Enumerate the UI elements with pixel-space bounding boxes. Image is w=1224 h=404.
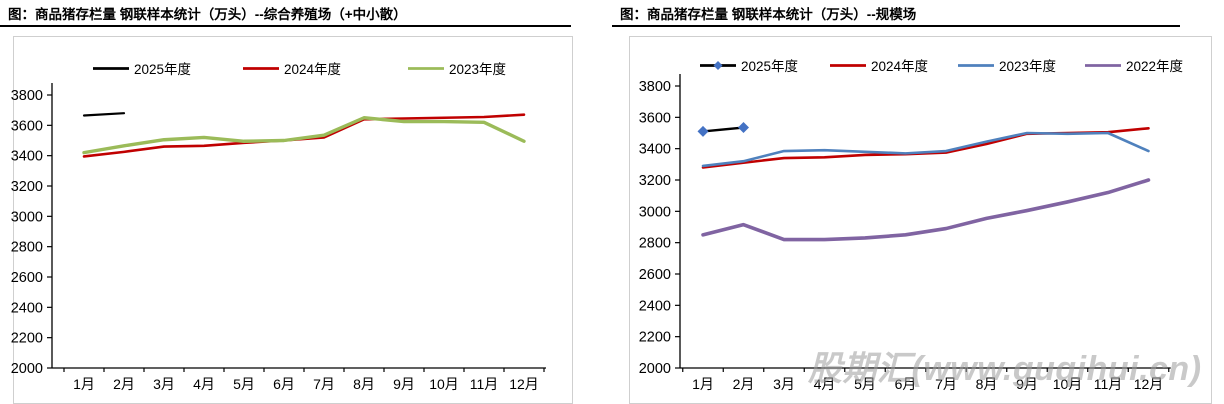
legend-item-2023年度: 2023年度 (958, 55, 1056, 75)
diamond-marker (697, 125, 709, 137)
legend-label: 2025年度 (134, 62, 192, 77)
legend-item-2024年度: 2024年度 (243, 58, 341, 78)
y-tick-label: 3400 (11, 149, 43, 165)
x-tick-label: 2月 (113, 376, 135, 392)
series-line-2025年度 (701, 126, 745, 133)
legend-label: 2022年度 (1126, 59, 1184, 74)
y-tick-label: 3400 (639, 142, 671, 158)
legend: 2025年度 2024年度 2023年度 2022年度 (612, 55, 1224, 75)
x-tick-label: 4月 (814, 376, 836, 392)
y-tick-label: 2200 (639, 330, 671, 346)
y-tick-label: 3200 (639, 173, 671, 189)
legend: 2025年度 2024年度 2023年度 (0, 58, 585, 78)
x-tick-label: 5月 (854, 376, 876, 392)
legend-item-2024年度: 2024年度 (830, 55, 928, 75)
y-tick-label: 3000 (639, 204, 671, 220)
chart-title: 图：商品猪存栏量 钢联样本统计（万头）--综合养殖场（+中小散） (8, 7, 407, 22)
diamond-marker (738, 122, 749, 134)
legend-item-2022年度: 2022年度 (1085, 55, 1183, 75)
y-tick-label: 2800 (639, 236, 671, 252)
legend-swatch-icon (1085, 63, 1121, 67)
legend-label: 2024年度 (871, 59, 929, 74)
x-tick-label: 11月 (470, 376, 499, 392)
legend-label: 2024年度 (284, 62, 342, 77)
chart-panel-scale-farms: 图：商品猪存栏量 钢联样本统计（万头）--规模场 2025年度 2024年度 202… (612, 0, 1224, 404)
series-line-2023年度 (701, 131, 1150, 168)
x-tick-label: 9月 (393, 376, 415, 392)
y-tick-label: 3200 (11, 179, 43, 195)
line-plot-scale-farms: 3800 3600 3400 3200 3000 2800 2600 2400 2200 2000… (639, 74, 1171, 392)
y-tick-label: 2600 (639, 267, 671, 283)
x-tick-label: 3月 (153, 376, 175, 392)
legend-swatch-icon (700, 60, 736, 70)
title-underline (0, 25, 571, 27)
x-tick-label: 6月 (895, 376, 917, 392)
x-tick-label: 8月 (353, 376, 375, 392)
legend-swatch-icon (93, 66, 129, 70)
y-tick-label: 2800 (11, 240, 43, 256)
series-line-2023年度 (82, 116, 526, 155)
y-tick-label: 3000 (11, 209, 43, 225)
legend-item-2023年度: 2023年度 (408, 58, 506, 78)
y-tick-label: 3800 (639, 79, 671, 95)
legend-swatch-icon (830, 63, 866, 67)
legend-swatch-icon (958, 63, 994, 67)
x-tick-label: 1月 (73, 376, 95, 392)
x-tick-label: 4月 (193, 376, 215, 392)
legend-item-2025年度: 2025年度 (93, 58, 191, 78)
x-tick-label: 9月 (1016, 376, 1038, 392)
x-tick-label: 2月 (733, 376, 755, 392)
legend-label: 2023年度 (999, 59, 1057, 74)
x-tick-label: 10月 (429, 376, 459, 392)
chart-title: 图：商品猪存栏量 钢联样本统计（万头）--规模场 (620, 7, 917, 22)
y-tick-label: 3600 (639, 110, 671, 126)
x-tick-label: 10月 (1053, 376, 1083, 392)
x-tick-label: 3月 (773, 376, 795, 392)
x-tick-label: 5月 (233, 376, 255, 392)
y-tick-label: 3800 (11, 88, 43, 104)
y-tick-label: 2000 (11, 361, 43, 377)
x-tick-label: 7月 (935, 376, 957, 392)
x-tick-label: 7月 (313, 376, 335, 392)
series-line-2025年度 (82, 112, 126, 117)
y-tick-label: 2000 (639, 361, 671, 377)
series-line-2022年度 (701, 178, 1151, 242)
y-tick-label: 2200 (11, 331, 43, 347)
legend-swatch-icon (408, 66, 444, 70)
y-tick-label: 2400 (639, 298, 671, 314)
legend-swatch-icon (243, 66, 279, 70)
y-tick-label: 2400 (11, 300, 43, 316)
x-tick-label: 11月 (1094, 376, 1123, 392)
x-tick-label: 8月 (976, 376, 998, 392)
x-tick-label: 12月 (1134, 376, 1164, 392)
x-tick-label: 12月 (509, 376, 539, 392)
line-plot-composite-farms: 3800 3600 3400 3200 3000 2800 2600 2400 2200 2000… (11, 83, 546, 392)
y-tick-label: 3600 (11, 118, 43, 134)
x-tick-label: 6月 (273, 376, 295, 392)
legend-label: 2025年度 (741, 59, 799, 74)
y-tick-label: 2600 (11, 270, 43, 286)
legend-label: 2023年度 (449, 62, 507, 77)
legend-item-2025年度: 2025年度 (700, 55, 798, 75)
chart-panel-composite-farms: 图：商品猪存栏量 钢联样本统计（万头）--综合养殖场（+中小散） 2025年度 2… (0, 0, 585, 404)
x-tick-label: 1月 (692, 376, 714, 392)
title-underline (612, 25, 1180, 27)
